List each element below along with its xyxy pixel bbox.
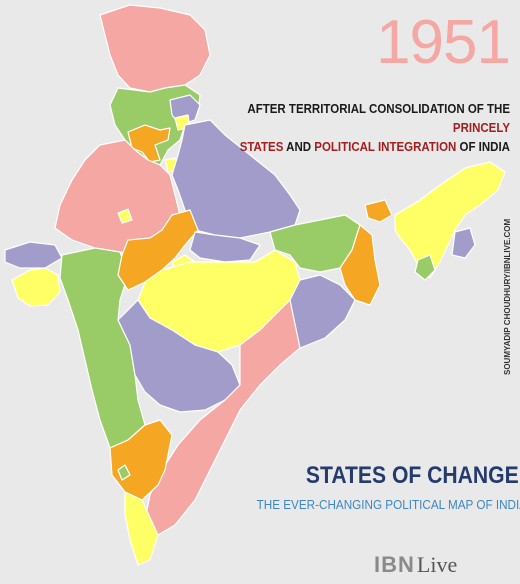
subtitle-highlight-princely: PRINCELY — [452, 121, 510, 135]
region-coorg — [117, 464, 131, 481]
region-kutch — [4, 241, 63, 269]
region-uttar-pradesh — [171, 119, 301, 239]
region-tripura — [414, 254, 436, 281]
region-mysore — [109, 419, 173, 501]
subtitle-highlight-political: POLITICAL INTEGRATION — [314, 140, 457, 154]
region-jammu-kashmir — [99, 4, 211, 93]
subtitle-text-1: AFTER TERRITORIAL CONSOLIDATION OF THE — [247, 102, 511, 116]
logo-ibn-text: IBN — [374, 552, 415, 577]
region-saurashtra — [11, 267, 61, 307]
region-pepsu — [127, 124, 171, 163]
credit-label: SOUMYADIP CHOUDHURY/IBNLIVE.COM — [503, 218, 512, 375]
map-subtitle: AFTER TERRITORIAL CONSOLIDATION OF THE P… — [234, 100, 510, 157]
region-vindhya-pradesh — [189, 231, 261, 263]
region-madhya-bharat — [117, 209, 199, 291]
region-ajmer — [117, 208, 133, 224]
year-label: 1951 — [376, 8, 511, 77]
subtitle-text-3: OF INDIA — [456, 140, 510, 154]
region-north-bengal — [364, 199, 393, 223]
region-madras — [144, 299, 301, 536]
subtitle-text-2: AND — [283, 140, 315, 154]
region-west-bengal — [339, 224, 381, 306]
ibn-live-logo: IBN Live — [374, 552, 457, 578]
region-manipur — [451, 227, 476, 259]
logo-live-text: Live — [416, 552, 458, 577]
subtitle-highlight-states: STATES — [239, 140, 284, 154]
region-travancore-cochin — [124, 491, 159, 566]
region-assam — [394, 161, 506, 279]
series-tagline: THE EVER-CHANGING POLITICAL MAP OF INDIA — [256, 497, 520, 512]
series-title: STATES OF CHANGE — [305, 462, 519, 489]
